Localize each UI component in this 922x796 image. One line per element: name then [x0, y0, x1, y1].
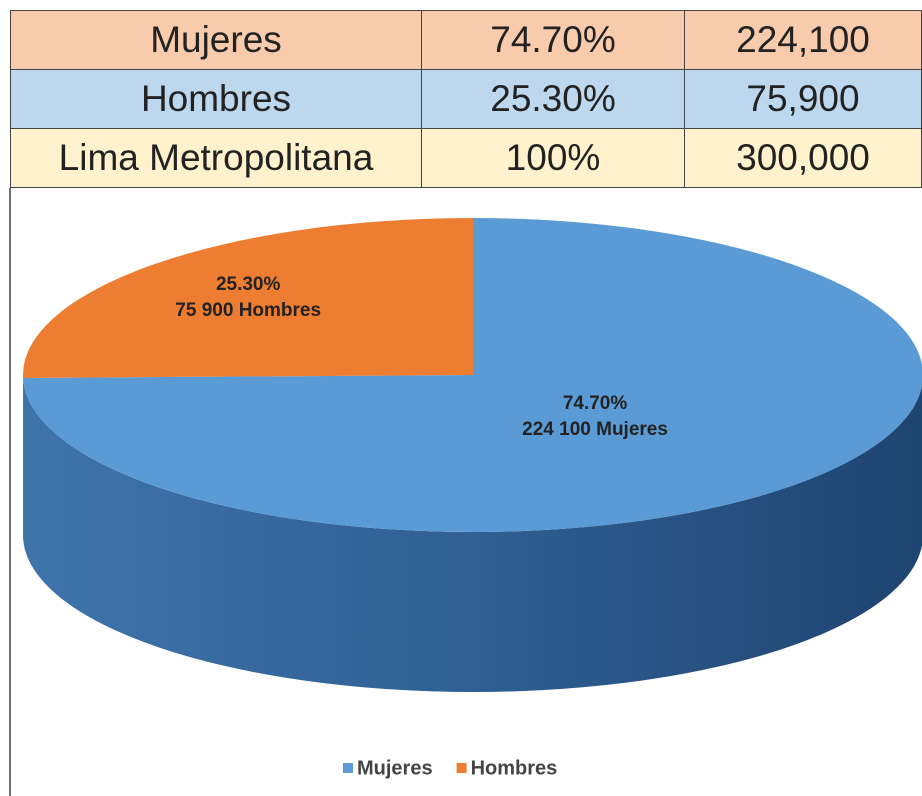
pie-slice — [22, 218, 473, 378]
data-label: 25.30% — [216, 274, 281, 295]
cell: Lima Metropolitana — [10, 128, 422, 188]
data-label: 75 900 Hombres — [175, 300, 321, 321]
cell: 100% — [421, 128, 685, 188]
cell: 75,900 — [684, 69, 922, 129]
data-label: 74.70% — [563, 393, 628, 414]
data-label: 224 100 Mujeres — [522, 419, 668, 440]
legend-label: Mujeres — [357, 757, 433, 779]
legend-label: Hombres — [471, 757, 558, 779]
cell: 300,000 — [684, 128, 922, 188]
cell: 74.70% — [421, 10, 685, 70]
cell: Mujeres — [10, 10, 422, 70]
table-row: Lima Metropolitana 100% 300,000 — [10, 128, 922, 188]
pie-side — [23, 377, 922, 692]
legend-swatch — [343, 763, 353, 773]
summary-table: Mujeres 74.70% 224,100 Hombres 25.30% 75… — [10, 10, 922, 188]
legend: Mujeres Hombres — [343, 757, 557, 779]
cell: 25.30% — [421, 69, 685, 129]
table-row: Mujeres 74.70% 224,100 — [10, 10, 922, 70]
cell: 224,100 — [684, 10, 922, 70]
cell: Hombres — [10, 69, 422, 129]
pie-slice — [23, 218, 922, 532]
legend-swatch — [456, 763, 467, 773]
table-row: Hombres 25.30% 75,900 — [10, 69, 922, 129]
